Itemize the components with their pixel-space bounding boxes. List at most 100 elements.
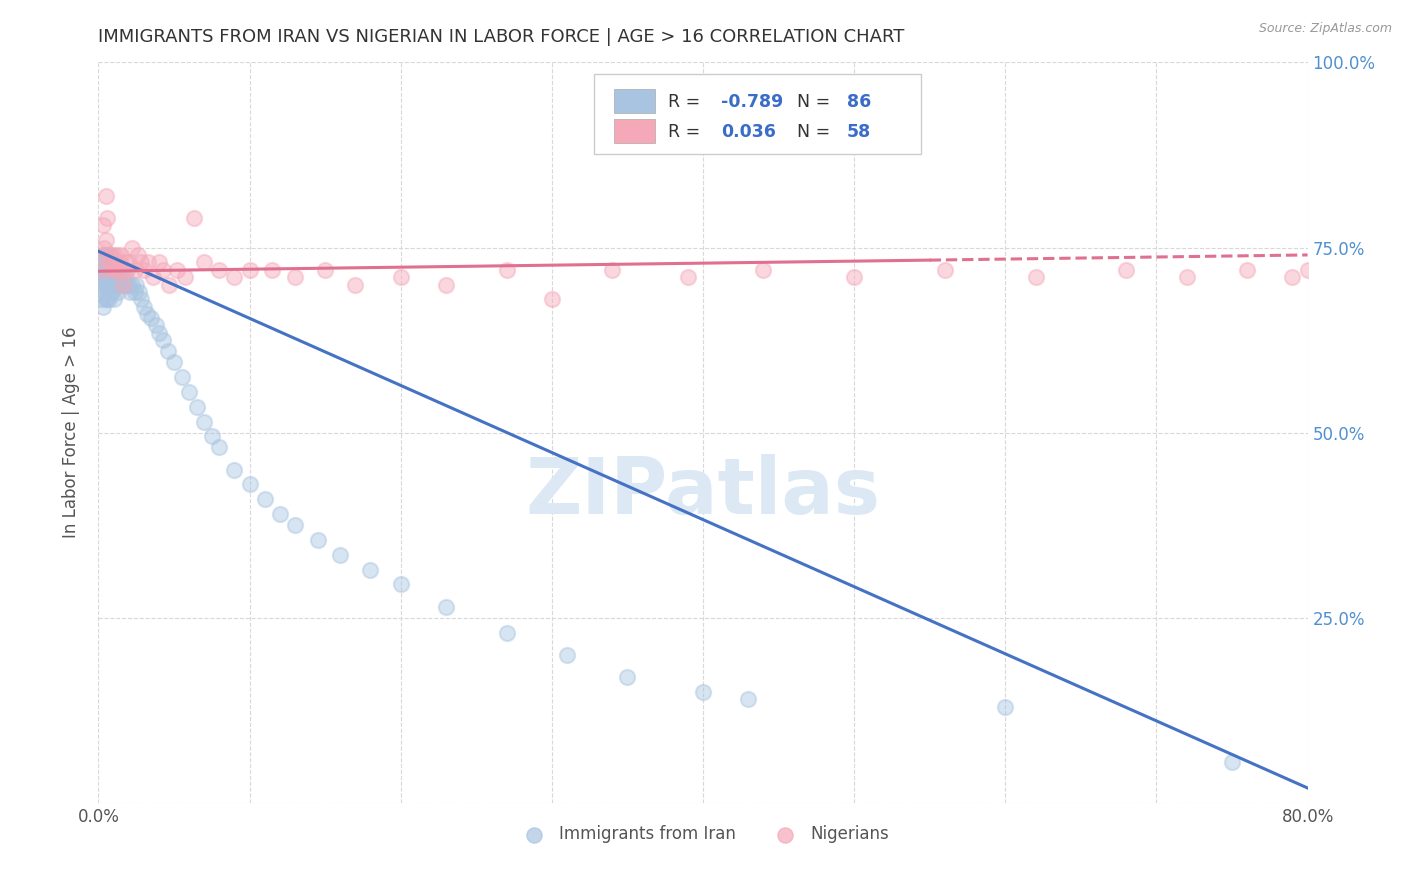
Point [676, 270, 699, 285]
Point [692, 685, 714, 699]
Point [135, 307, 157, 321]
Text: R =: R = [668, 93, 706, 111]
Point [166, 262, 188, 277]
Point [112, 277, 135, 292]
Point [389, 270, 412, 285]
Point [183, 211, 205, 225]
Point [1236, 262, 1258, 277]
Point [110, 262, 132, 277]
Point [193, 255, 215, 269]
Point [125, 277, 148, 292]
Point [114, 270, 136, 285]
Point [90, 262, 112, 277]
Point [1281, 270, 1303, 285]
Point [170, 370, 193, 384]
Point [132, 300, 155, 314]
Point [103, 248, 125, 262]
Point [108, 262, 131, 277]
Point [152, 262, 174, 277]
Point [103, 293, 125, 307]
Point [994, 699, 1017, 714]
Point [101, 285, 124, 299]
Point [314, 262, 336, 277]
Point [307, 533, 329, 547]
Point [602, 262, 624, 277]
Point [98, 248, 121, 262]
Point [90, 262, 112, 277]
Point [93, 285, 115, 299]
Point [91, 300, 114, 314]
Point [115, 262, 138, 277]
Point [96, 248, 118, 262]
Point [752, 262, 775, 277]
Point [101, 255, 124, 269]
Point [555, 648, 578, 662]
Point [100, 262, 122, 277]
Point [1220, 755, 1243, 769]
Point [120, 285, 142, 299]
Point [284, 518, 307, 533]
Point [105, 262, 128, 277]
Point [1175, 270, 1198, 285]
Point [114, 255, 136, 269]
Point [103, 262, 125, 277]
Point [93, 255, 115, 269]
Point [201, 429, 224, 443]
Point [96, 211, 118, 225]
Point [934, 262, 956, 277]
Point [129, 255, 152, 269]
Point [108, 277, 131, 292]
Point [329, 548, 352, 562]
Point [91, 277, 114, 292]
Text: 0.036: 0.036 [721, 123, 776, 141]
Point [93, 240, 115, 255]
Point [91, 248, 114, 262]
Point [179, 384, 201, 399]
Text: IMMIGRANTS FROM IRAN VS NIGERIAN IN LABOR FORCE | AGE > 16 CORRELATION CHART: IMMIGRANTS FROM IRAN VS NIGERIAN IN LABO… [98, 28, 905, 45]
Point [193, 415, 215, 429]
Point [1296, 262, 1319, 277]
Point [91, 262, 114, 277]
Point [136, 255, 159, 269]
Point [159, 277, 181, 292]
Point [224, 270, 246, 285]
Point [96, 293, 118, 307]
Point [152, 333, 174, 347]
Point [98, 248, 121, 262]
Point [111, 277, 134, 292]
Point [1115, 262, 1137, 277]
Point [208, 441, 231, 455]
Point [105, 277, 128, 292]
Point [124, 285, 146, 299]
Point [124, 262, 146, 277]
Point [239, 477, 262, 491]
Point [141, 310, 163, 325]
Point [224, 462, 246, 476]
Point [844, 270, 866, 285]
Point [495, 262, 517, 277]
Y-axis label: In Labor Force | Age > 16: In Labor Force | Age > 16 [62, 326, 80, 539]
FancyBboxPatch shape [613, 120, 655, 143]
Point [96, 262, 118, 277]
Text: N =: N = [797, 123, 837, 141]
Point [94, 233, 117, 247]
Point [239, 262, 262, 277]
Point [91, 219, 114, 233]
Point [111, 270, 134, 285]
Point [94, 248, 117, 262]
Point [108, 255, 131, 269]
Point [269, 507, 291, 521]
Point [94, 262, 117, 277]
Point [94, 293, 117, 307]
Point [94, 277, 117, 292]
Point [112, 262, 135, 277]
Point [616, 670, 638, 684]
Point [100, 248, 122, 262]
Point [101, 262, 124, 277]
Text: ZIPatlas: ZIPatlas [526, 454, 880, 530]
Point [262, 262, 284, 277]
Point [360, 563, 382, 577]
Point [104, 262, 127, 277]
Point [107, 262, 129, 277]
Point [344, 277, 367, 292]
